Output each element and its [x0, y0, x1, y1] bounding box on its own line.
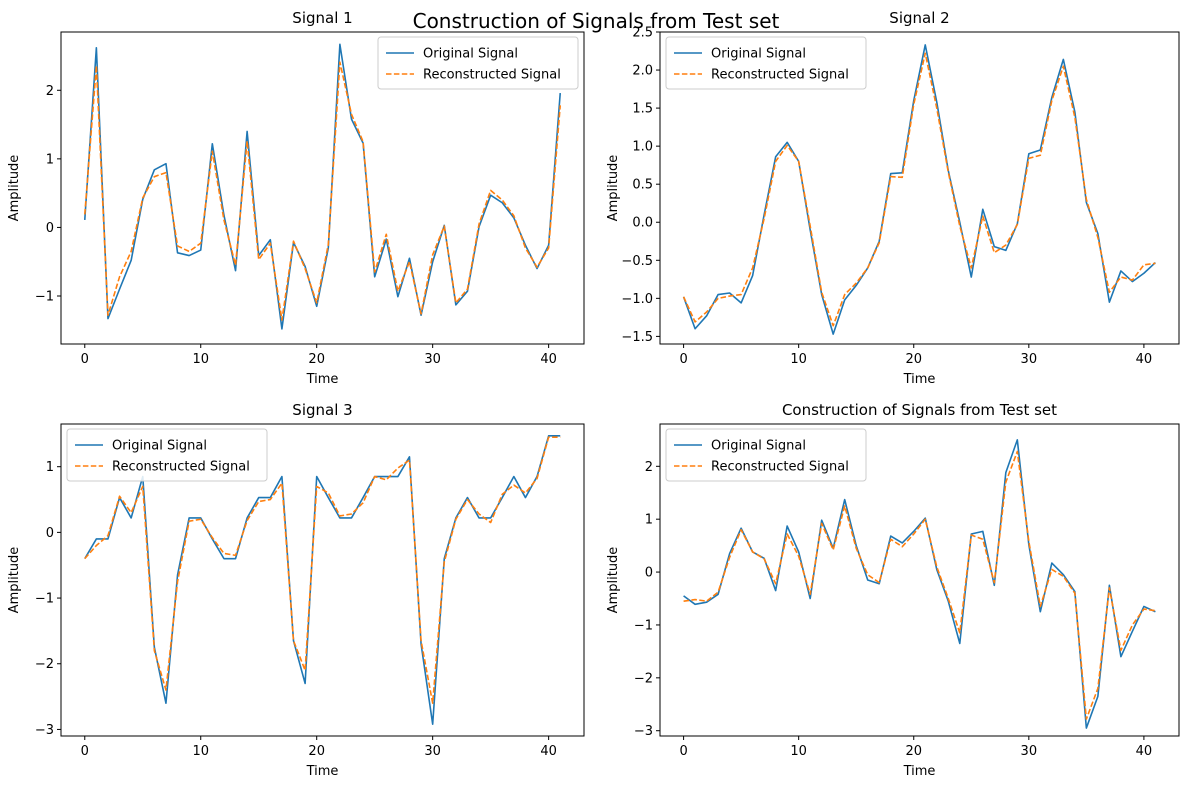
y-tick-label: 2 [645, 460, 653, 475]
legend-label-original: Original Signal [711, 47, 806, 62]
axes-frame [60, 423, 585, 737]
series-line-reconstructed [682, 52, 1156, 327]
x-axis-label: Time [306, 764, 339, 779]
y-axis-label: Amplitude [7, 547, 22, 614]
y-tick-label: 2.5 [632, 26, 653, 41]
y-tick-label: 0.5 [632, 178, 653, 193]
series-line-reconstructed [683, 450, 1156, 720]
legend: Original Signal Reconstructed Signal [665, 428, 867, 482]
y-tick-label: 0.0 [632, 216, 653, 231]
x-tick-label: 0 [679, 352, 687, 367]
x-tick-label: 10 [192, 744, 209, 759]
y-axis-label: Amplitude [7, 155, 22, 222]
axes-frame [659, 423, 1180, 737]
x-tick-label: 20 [905, 352, 922, 367]
x-tick-label: 30 [424, 744, 441, 759]
legend: Original Signal Reconstructed Signal [377, 36, 579, 90]
series-line-reconstructed [83, 61, 562, 321]
x-tick-label: 10 [790, 352, 807, 367]
y-tick-label: −1 [35, 290, 54, 305]
series-line-reconstructed [84, 436, 561, 704]
y-tick-label: 0 [46, 221, 54, 236]
x-tick-label: 40 [1136, 352, 1153, 367]
subplot-4: 0 10 20 30 40 −3 −2 −1 0 1 2 Construction of Signal… [606, 401, 1180, 779]
legend-box [665, 36, 867, 90]
x-tick-label: 40 [540, 744, 557, 759]
axes-frame [659, 31, 1180, 345]
y-axis-label: Amplitude [606, 155, 621, 222]
subplot-title: Signal 1 [292, 9, 352, 27]
subplot-2: 0 10 20 30 40 −1.5 −1.0 −0.5 0.0 0.5 1.0 1.5 2.0 2.5 S… [606, 9, 1180, 387]
y-tick-label: 0 [645, 566, 653, 581]
legend-label-reconstructed: Reconstructed Signal [711, 460, 849, 475]
series-line-original [83, 43, 562, 330]
x-tick-label: 0 [81, 352, 89, 367]
x-tick-label: 20 [905, 744, 922, 759]
legend-label-original: Original Signal [112, 439, 207, 454]
y-tick-label: −1 [634, 618, 653, 633]
x-tick-label: 30 [424, 352, 441, 367]
x-tick-label: 20 [308, 352, 325, 367]
x-axis-label: Time [903, 372, 936, 387]
subplot-title: Construction of Signals from Test set [782, 401, 1057, 419]
y-axis-label: Amplitude [606, 547, 621, 614]
subplot-title: Signal 2 [889, 9, 949, 27]
y-tick-label: −0.5 [621, 254, 653, 269]
x-tick-label: 10 [790, 744, 807, 759]
y-tick-label: −3 [35, 723, 54, 738]
y-tick-label: 1 [46, 152, 54, 167]
y-tick-label: 2 [46, 84, 54, 99]
x-tick-label: 10 [192, 352, 209, 367]
legend-label-reconstructed: Reconstructed Signal [112, 460, 250, 475]
series-line-original [84, 435, 561, 725]
legend-label-reconstructed: Reconstructed Signal [711, 68, 849, 83]
legend-box [377, 36, 579, 90]
x-tick-label: 0 [679, 744, 687, 759]
y-tick-label: 1 [46, 460, 54, 475]
y-tick-label: −2 [634, 671, 653, 686]
y-tick-label: −3 [634, 724, 653, 739]
y-tick-label: 2.0 [632, 64, 653, 79]
subplot-title: Signal 3 [292, 401, 352, 419]
subplot-3: 0 10 20 30 40 −3 −2 −1 0 1 Signal 3 Time Amplitude Or… [7, 401, 585, 779]
legend-box [665, 428, 867, 482]
legend: Original Signal Reconstructed Signal [66, 428, 268, 482]
x-tick-label: 30 [1021, 352, 1038, 367]
y-tick-label: −1 [35, 592, 54, 607]
x-axis-label: Time [306, 372, 339, 387]
legend-label-original: Original Signal [423, 47, 518, 62]
x-tick-label: 0 [81, 744, 89, 759]
x-tick-label: 30 [1021, 744, 1038, 759]
legend-label-original: Original Signal [711, 439, 806, 454]
y-tick-label: −1.5 [621, 330, 653, 345]
subplot-1: 0 10 20 30 40 −1 0 1 2 Signal 1 Time Amplitude Origi… [7, 9, 585, 387]
x-tick-label: 40 [1136, 744, 1153, 759]
axes-frame [60, 31, 585, 345]
y-tick-label: 1.0 [632, 140, 653, 155]
y-tick-label: −2 [35, 657, 54, 672]
legend-box [66, 428, 268, 482]
y-tick-label: 1 [645, 513, 653, 528]
x-tick-label: 20 [308, 744, 325, 759]
y-tick-label: 0 [46, 526, 54, 541]
y-tick-label: −1.0 [621, 292, 653, 307]
x-tick-label: 40 [540, 352, 557, 367]
y-tick-label: 1.5 [632, 102, 653, 117]
x-axis-label: Time [903, 764, 936, 779]
legend: Original Signal Reconstructed Signal [665, 36, 867, 90]
legend-label-reconstructed: Reconstructed Signal [423, 68, 561, 83]
figure-suptitle: Construction of Signals from Test set [413, 9, 780, 33]
